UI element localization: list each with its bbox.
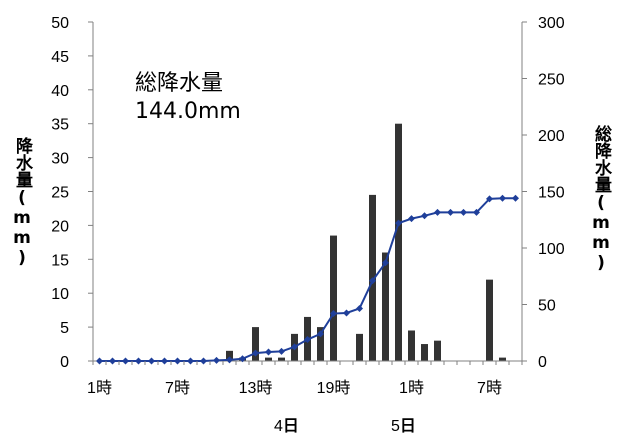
cumulative-point [460,208,467,216]
x-tick-label: 1時 [87,379,112,397]
left-tick-label: 15 [51,252,69,269]
day-label-5: 5日 [391,416,416,435]
precip-bar [395,123,402,361]
cumulative-point [278,347,285,355]
cumulative-point [148,357,155,365]
cumulative-point [421,212,428,220]
left-tick-label: 35 [51,117,69,134]
left-tick-label: 5 [60,320,69,337]
cumulative-point [356,304,363,312]
left-tick-label: 25 [51,185,69,202]
x-tick-label: 1時 [399,379,424,397]
cumulative-point [265,348,272,356]
total-rainfall-annotation: 総降水量 144.0mm [135,65,241,124]
left-axis-label: 降水量(mm) [12,137,32,268]
precip-bar [330,235,337,361]
right-tick-label: 150 [538,185,565,202]
precip-bar [356,333,363,361]
x-tick-label: 19時 [317,379,351,397]
cumulative-point [304,336,311,344]
cumulative-point [434,208,441,216]
cumulative-point [447,208,454,216]
right-tick-label: 200 [538,128,565,145]
precip-bar [382,252,389,361]
precip-bar [499,357,506,361]
left-tick-label: 50 [51,15,69,32]
left-tick-label: 40 [51,83,69,100]
x-tick-label: 7時 [165,379,190,397]
right-tick-label: 100 [538,241,565,258]
annotation-title: 総降水量 [135,71,224,96]
cumulative-point [187,357,194,365]
precip-bar [434,340,441,361]
cumulative-point [330,310,337,318]
cumulative-point [291,343,298,351]
annotation-value: 144.0mm [135,99,241,124]
cumulative-point [382,259,389,267]
x-tick-label: 13時 [239,379,273,397]
ticks: 0 5 10 15 20 25 30 35 40 45 50 0 50 100 150 200 250 300 1時… [51,15,565,397]
precip-bar [226,350,233,361]
right-axis-label: 総降水量(mm) [591,125,611,273]
x-tick-label: 7時 [477,379,502,397]
bar-series [226,123,506,361]
cumulative-line-series [96,194,519,365]
cumulative-point [161,357,168,365]
precip-bar [408,330,415,361]
right-tick-label: 0 [538,354,547,371]
cumulative-point [369,277,376,285]
cumulative-point [239,355,246,363]
left-tick-label: 10 [51,286,69,303]
cumulative-point [109,357,116,365]
day-label-4: 4日 [274,416,299,435]
right-tick-label: 250 [538,72,565,89]
cumulative-point [499,194,506,202]
cumulative-point [200,357,207,365]
cumulative-point [317,330,324,338]
cumulative-point [473,208,480,216]
cumulative-point [122,357,129,365]
cumulative-point [408,215,415,223]
cumulative-point [395,219,402,227]
right-tick-label: 50 [538,298,556,315]
cumulative-point [174,357,181,365]
left-tick-label: 45 [51,49,69,66]
left-tick-label: 0 [60,354,69,371]
precip-bar [278,357,285,361]
precip-bar [486,279,493,361]
precip-bar [265,357,272,361]
cumulative-point [135,357,142,365]
cumulative-point [512,194,519,202]
left-tick-label: 20 [51,218,69,235]
precip-bar [421,344,428,361]
cumulative-point [486,195,493,203]
cumulative-point [213,356,220,364]
cumulative-point [343,309,350,317]
cumulative-point [252,349,259,357]
cumulative-point [96,357,103,365]
left-tick-label: 30 [51,151,69,168]
right-tick-label: 300 [538,15,565,32]
cumulative-point [226,356,233,364]
precip-bar [317,327,324,361]
precip-bar [252,327,259,361]
